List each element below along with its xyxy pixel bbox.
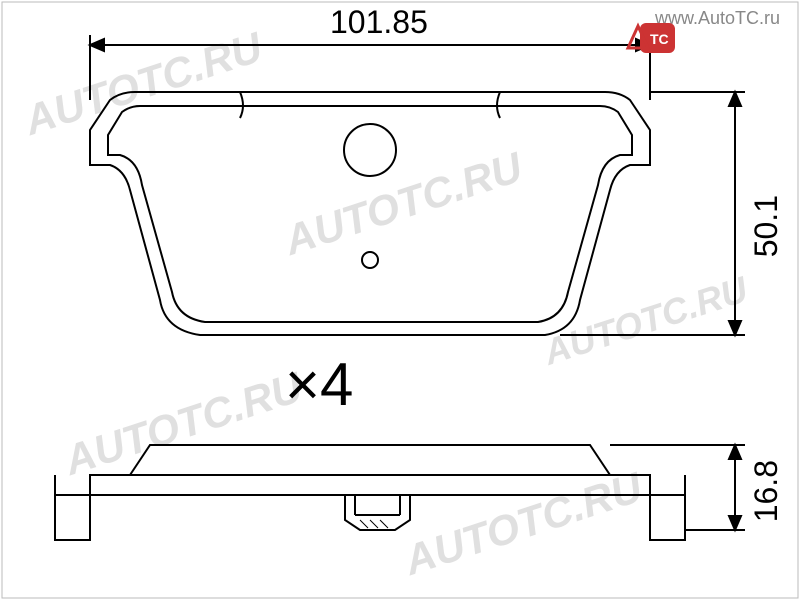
technical-drawing <box>0 0 800 600</box>
svg-text:TC: TC <box>650 31 669 47</box>
autotc-logo: TC <box>620 18 680 58</box>
dim-height: 50.1 <box>748 195 785 257</box>
dim-width: 101.85 <box>330 4 428 41</box>
dim-thickness: 16.8 <box>748 460 785 522</box>
quantity-multiplier: ×4 <box>285 350 353 419</box>
